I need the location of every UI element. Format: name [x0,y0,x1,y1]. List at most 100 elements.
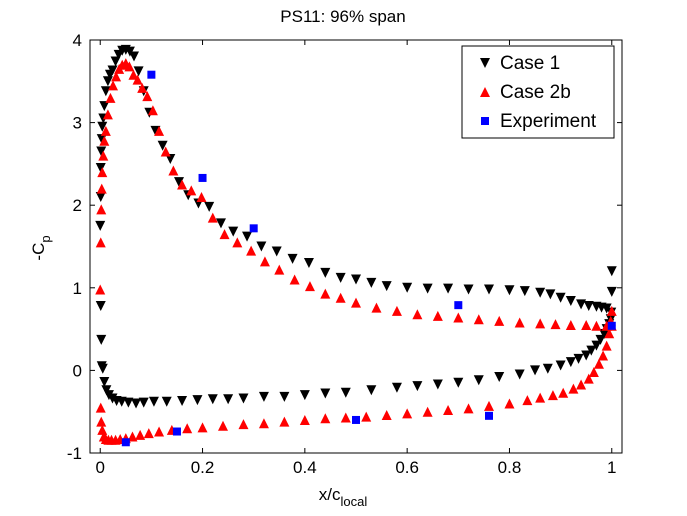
data-point [238,419,249,430]
data-point [443,405,454,416]
data-point [568,383,579,394]
data-point [535,318,546,329]
data-markers [95,44,617,447]
data-point [128,51,139,62]
data-point [573,353,584,364]
legend-label: Case 2b [500,82,571,103]
data-point [304,281,315,292]
data-point [98,431,109,442]
data-point [110,56,121,67]
data-point [196,191,207,202]
data-point [259,256,270,267]
y-tick-label: 0 [73,361,82,380]
data-point [246,245,257,256]
data-point [381,410,392,421]
data-point [99,135,110,146]
data-point [128,69,139,80]
data-point [432,379,443,390]
y-axis-label-main: -C [29,243,48,261]
x-tick-label: 0.6 [395,458,419,477]
data-point [599,329,610,340]
data-point [555,360,566,371]
series-case-1 [95,44,617,409]
data-point [160,146,171,157]
data-point [121,438,130,447]
data-point [607,321,616,330]
data-point [96,183,107,194]
x-tick-label: 0.8 [498,458,522,477]
data-point [97,121,108,132]
data-point [105,92,116,103]
data-point [335,292,346,303]
data-point [432,310,443,321]
data-point [215,218,226,229]
data-point [287,253,298,264]
data-point [218,420,228,431]
x-tick-label: 0.2 [191,458,215,477]
data-point [535,392,546,403]
data-point [535,287,546,298]
x-tick-label: 0.4 [293,458,317,477]
data-point [391,305,402,316]
data-point [402,408,413,419]
data-point [565,319,576,330]
data-point [454,301,463,310]
data-point [352,415,360,424]
data-point [463,284,474,295]
data-point [147,70,156,79]
data-point [142,91,153,102]
data-point [443,283,454,294]
data-point [207,394,218,405]
legend-marker [480,58,490,68]
x-axis-label-main: x/c [319,485,341,504]
data-point [242,231,253,242]
data-point [101,385,112,396]
data-point [95,220,106,231]
data-point [135,429,146,440]
chart-title: PS11: 96% span [280,7,405,26]
data-point [494,315,505,326]
data-point [137,82,148,93]
data-point [100,86,111,97]
data-point [361,411,372,422]
data-point [606,266,617,277]
y-tick-label: -1 [67,444,82,463]
data-point [192,395,203,406]
data-point [223,394,234,405]
data-point [96,146,107,157]
data-point [107,65,118,76]
data-point [581,350,592,361]
data-point [565,357,576,368]
data-point [485,411,493,420]
data-point [204,201,215,212]
data-point [123,397,134,408]
data-point [177,179,188,190]
data-point [96,334,107,345]
data-point [514,369,525,380]
data-point [463,403,474,414]
plot-frame [89,39,623,454]
data-point [583,373,594,384]
data-point [593,358,604,369]
data-point [494,372,505,383]
data-point [565,296,576,307]
data-point [168,165,179,176]
data-point [172,427,181,436]
data-point [96,416,107,427]
y-tick-label: 1 [73,279,82,298]
data-point [154,125,165,136]
data-point [412,309,423,320]
data-point [154,426,165,437]
data-point [522,395,533,406]
data-point [161,396,172,407]
data-point [95,284,106,295]
data-point [124,61,135,72]
data-point [99,376,110,387]
data-point [138,397,149,408]
data-point [606,305,617,316]
x-axis: 0 0.2 0.4 0.6 0.8 1 [95,40,617,477]
data-point [320,288,331,299]
data-point [422,406,433,417]
data-point [198,173,207,182]
